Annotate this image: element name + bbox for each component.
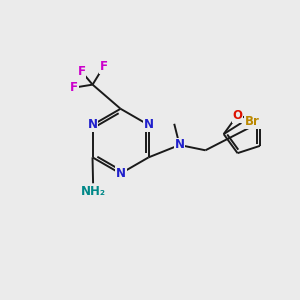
Text: Br: Br <box>245 115 260 128</box>
Text: N: N <box>144 118 154 131</box>
Text: NH₂: NH₂ <box>81 185 106 198</box>
Text: N: N <box>88 118 98 131</box>
Text: O: O <box>232 109 242 122</box>
Text: N: N <box>116 167 126 180</box>
Text: N: N <box>175 139 184 152</box>
Text: F: F <box>100 60 108 73</box>
Text: F: F <box>77 65 86 78</box>
Text: F: F <box>70 81 78 94</box>
